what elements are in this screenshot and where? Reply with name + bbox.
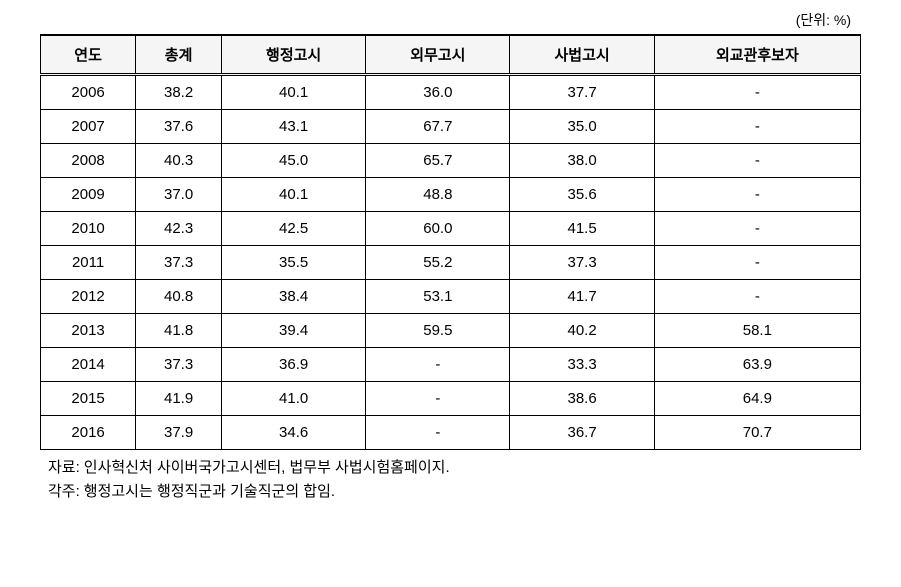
table-header: 연도 총계 행정고시 외무고시 사법고시 외교관후보자 <box>41 35 861 75</box>
cell-diplomat: - <box>654 144 860 178</box>
cell-diplomat: 64.9 <box>654 382 860 416</box>
table-row: 2010 42.3 42.5 60.0 41.5 - <box>41 212 861 246</box>
cell-judicial: 40.2 <box>510 314 654 348</box>
cell-total: 37.3 <box>136 246 222 280</box>
cell-admin: 40.1 <box>222 178 366 212</box>
col-diplomat-candidate: 외교관후보자 <box>654 35 860 75</box>
cell-year: 2013 <box>41 314 136 348</box>
col-total: 총계 <box>136 35 222 75</box>
cell-year: 2014 <box>41 348 136 382</box>
cell-admin: 39.4 <box>222 314 366 348</box>
cell-foreign: 60.0 <box>366 212 510 246</box>
cell-year: 2007 <box>41 110 136 144</box>
cell-admin: 43.1 <box>222 110 366 144</box>
cell-judicial: 36.7 <box>510 416 654 450</box>
footnote-note: 각주: 행정고시는 행정직군과 기술직군의 합임. <box>48 480 861 504</box>
cell-admin: 45.0 <box>222 144 366 178</box>
cell-judicial: 35.6 <box>510 178 654 212</box>
cell-total: 37.9 <box>136 416 222 450</box>
cell-admin: 41.0 <box>222 382 366 416</box>
cell-admin: 34.6 <box>222 416 366 450</box>
cell-total: 37.0 <box>136 178 222 212</box>
cell-diplomat: - <box>654 75 860 110</box>
table-row: 2016 37.9 34.6 - 36.7 70.7 <box>41 416 861 450</box>
cell-admin: 42.5 <box>222 212 366 246</box>
table-row: 2013 41.8 39.4 59.5 40.2 58.1 <box>41 314 861 348</box>
table-row: 2009 37.0 40.1 48.8 35.6 - <box>41 178 861 212</box>
cell-foreign: 67.7 <box>366 110 510 144</box>
source-text: 인사혁신처 사이버국가고시센터, 법무부 사법시험홈페이지. <box>84 456 450 480</box>
cell-foreign: 48.8 <box>366 178 510 212</box>
cell-year: 2012 <box>41 280 136 314</box>
cell-judicial: 38.6 <box>510 382 654 416</box>
data-table: 연도 총계 행정고시 외무고시 사법고시 외교관후보자 2006 38.2 40… <box>40 34 861 450</box>
cell-diplomat: - <box>654 246 860 280</box>
cell-total: 37.3 <box>136 348 222 382</box>
col-foreign-exam: 외무고시 <box>366 35 510 75</box>
cell-year: 2015 <box>41 382 136 416</box>
unit-label: (단위: %) <box>40 10 861 30</box>
cell-year: 2009 <box>41 178 136 212</box>
cell-admin: 35.5 <box>222 246 366 280</box>
table-header-row: 연도 총계 행정고시 외무고시 사법고시 외교관후보자 <box>41 35 861 75</box>
col-admin-exam: 행정고시 <box>222 35 366 75</box>
cell-judicial: 33.3 <box>510 348 654 382</box>
cell-diplomat: - <box>654 212 860 246</box>
cell-diplomat: - <box>654 178 860 212</box>
cell-total: 37.6 <box>136 110 222 144</box>
cell-foreign: 59.5 <box>366 314 510 348</box>
cell-total: 40.3 <box>136 144 222 178</box>
table-row: 2014 37.3 36.9 - 33.3 63.9 <box>41 348 861 382</box>
cell-diplomat: 70.7 <box>654 416 860 450</box>
cell-diplomat: - <box>654 280 860 314</box>
footnotes: 자료: 인사혁신처 사이버국가고시센터, 법무부 사법시험홈페이지. 각주: 행… <box>40 456 861 504</box>
cell-diplomat: 58.1 <box>654 314 860 348</box>
cell-total: 41.8 <box>136 314 222 348</box>
table-body: 2006 38.2 40.1 36.0 37.7 - 2007 37.6 43.… <box>41 75 861 450</box>
cell-year: 2016 <box>41 416 136 450</box>
cell-admin: 36.9 <box>222 348 366 382</box>
cell-year: 2011 <box>41 246 136 280</box>
cell-foreign: 65.7 <box>366 144 510 178</box>
cell-foreign: - <box>366 416 510 450</box>
cell-admin: 40.1 <box>222 75 366 110</box>
cell-foreign: 53.1 <box>366 280 510 314</box>
cell-judicial: 37.3 <box>510 246 654 280</box>
cell-judicial: 38.0 <box>510 144 654 178</box>
footnote-source: 자료: 인사혁신처 사이버국가고시센터, 법무부 사법시험홈페이지. <box>48 456 861 480</box>
table-row: 2007 37.6 43.1 67.7 35.0 - <box>41 110 861 144</box>
cell-judicial: 35.0 <box>510 110 654 144</box>
cell-total: 40.8 <box>136 280 222 314</box>
cell-year: 2010 <box>41 212 136 246</box>
col-year: 연도 <box>41 35 136 75</box>
cell-total: 38.2 <box>136 75 222 110</box>
note-text: 행정고시는 행정직군과 기술직군의 합임. <box>84 480 335 504</box>
table-row: 2012 40.8 38.4 53.1 41.7 - <box>41 280 861 314</box>
cell-diplomat: - <box>654 110 860 144</box>
table-row: 2011 37.3 35.5 55.2 37.3 - <box>41 246 861 280</box>
cell-year: 2008 <box>41 144 136 178</box>
cell-foreign: - <box>366 348 510 382</box>
table-row: 2015 41.9 41.0 - 38.6 64.9 <box>41 382 861 416</box>
cell-judicial: 41.5 <box>510 212 654 246</box>
note-label: 각주: <box>48 480 80 504</box>
cell-foreign: 55.2 <box>366 246 510 280</box>
cell-diplomat: 63.9 <box>654 348 860 382</box>
cell-foreign: 36.0 <box>366 75 510 110</box>
cell-admin: 38.4 <box>222 280 366 314</box>
col-judicial-exam: 사법고시 <box>510 35 654 75</box>
cell-judicial: 37.7 <box>510 75 654 110</box>
cell-foreign: - <box>366 382 510 416</box>
cell-total: 41.9 <box>136 382 222 416</box>
table-row: 2008 40.3 45.0 65.7 38.0 - <box>41 144 861 178</box>
source-label: 자료: <box>48 456 80 480</box>
table-row: 2006 38.2 40.1 36.0 37.7 - <box>41 75 861 110</box>
cell-judicial: 41.7 <box>510 280 654 314</box>
cell-total: 42.3 <box>136 212 222 246</box>
cell-year: 2006 <box>41 75 136 110</box>
